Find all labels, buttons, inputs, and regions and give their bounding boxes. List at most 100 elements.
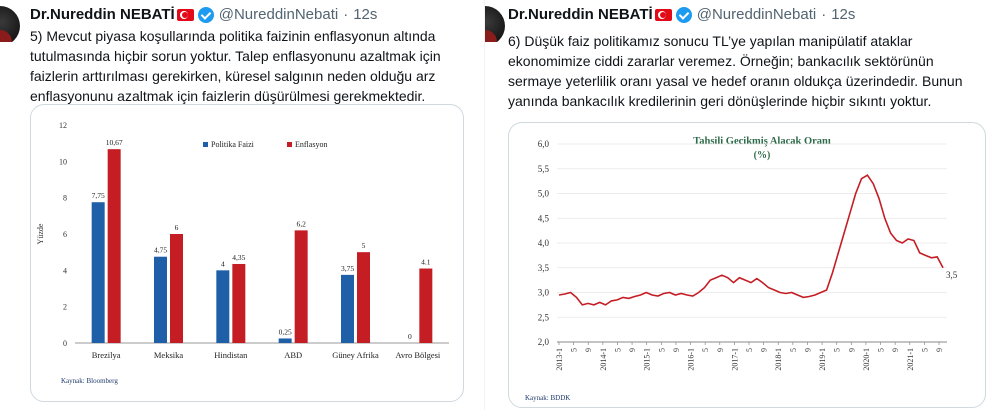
x-tick-label: 9 — [760, 348, 769, 352]
y-axis-label: Yüzde — [36, 223, 45, 244]
chart-card-left[interactable]: 0 2 4 6 8 10 12 Yüzde 7,75 10,67 Brezilya 4,75 6 Meks… — [30, 104, 464, 402]
data-label: 0,25 — [279, 327, 292, 336]
x-tick-label: 9 — [891, 348, 900, 352]
x-tick-label: 5 — [789, 348, 798, 352]
tweet-1[interactable]: Dr.Nureddin NEBATİ @NureddinNebati · 12s… — [0, 0, 484, 410]
tweet-text: 5) Mevcut piyasa koşullarında politika f… — [30, 28, 441, 104]
avatar[interactable] — [0, 6, 20, 42]
x-tick-label: 2016-1 — [687, 348, 696, 371]
y-tick-label: 6 — [63, 230, 67, 239]
x-tick-label: 5 — [920, 348, 929, 352]
chart-title: Tahsili Gecikmiş Alacak Oranı — [693, 136, 831, 147]
x-tick-label: 9 — [672, 348, 681, 352]
y-tick-label: 0 — [63, 339, 67, 348]
y-tick-label: 12 — [59, 121, 67, 130]
source-note: Kaynak: Bloomberg — [61, 377, 118, 385]
data-label: 3,75 — [341, 264, 354, 273]
x-tick-label: 9 — [584, 348, 593, 352]
bar-enflasyon — [294, 230, 308, 343]
x-tick-label: 9 — [716, 348, 725, 352]
x-tick-label: 2015-1 — [643, 348, 652, 371]
y-tick-label: 10 — [59, 157, 67, 166]
x-tick-label: 5 — [745, 348, 754, 352]
data-label: 6,2 — [296, 219, 306, 228]
y-tick-label: 6,0 — [538, 139, 550, 149]
timestamp[interactable]: 12s — [831, 6, 856, 23]
x-tick-label: Güney Afrika — [332, 350, 379, 360]
bar-enflasyon — [419, 268, 433, 343]
y-tick-label: 3,0 — [538, 288, 550, 298]
bar-enflasyon — [170, 234, 183, 343]
separator-dot: · — [343, 6, 349, 23]
legend-swatch — [287, 142, 292, 147]
data-label: 0 — [408, 332, 412, 341]
bar-politika-faizi — [154, 256, 167, 343]
y-tick-label: 2,0 — [538, 337, 550, 347]
x-tick-label: 9 — [803, 348, 812, 352]
y-tick-label: 5,5 — [538, 164, 550, 174]
data-label: 4,75 — [154, 246, 167, 255]
x-tick-label: 5 — [570, 348, 579, 352]
line-chart: Tahsili Gecikmiş Alacak Oranı (%) 2,0 2,5 3,… — [525, 136, 958, 402]
tweet-header: Dr.Nureddin NEBATİ @NureddinNebati · 12s — [30, 6, 377, 23]
author-name[interactable]: Dr.Nureddin NEBATİ — [30, 6, 175, 23]
tweet-header: Dr.Nureddin NEBATİ @NureddinNebati · 12s — [508, 6, 855, 23]
x-tick-label: Hindistan — [214, 350, 248, 360]
x-tick-label: 5 — [613, 348, 622, 352]
x-tick-label: Meksika — [154, 350, 184, 360]
bar-politika-faizi — [341, 274, 354, 343]
x-tick-label: 2020-1 — [862, 348, 871, 371]
author-name[interactable]: Dr.Nureddin NEBATİ — [508, 6, 653, 23]
x-tick-label: 2017-1 — [730, 348, 739, 371]
data-label: 4.1 — [421, 258, 431, 267]
y-tick-label: 2 — [63, 303, 67, 312]
x-tick-label: ABD — [284, 350, 302, 360]
bar-enflasyon — [107, 149, 121, 343]
author-handle[interactable]: @NureddinNebati — [696, 6, 817, 23]
bar-enflasyon — [232, 263, 246, 343]
data-label: 4 — [221, 259, 225, 268]
end-value-label: 3,5 — [946, 270, 958, 280]
x-tick-label: 2013-1 — [555, 348, 564, 371]
verified-badge-icon — [197, 6, 214, 23]
legend-label: Politika Faizi — [211, 140, 255, 149]
y-tick-label: 5,0 — [538, 189, 550, 199]
data-label: 4,35 — [232, 253, 245, 262]
y-tick-label: 8 — [63, 194, 67, 203]
x-tick-label: 9 — [935, 348, 944, 352]
data-label: 10,67 — [106, 138, 123, 147]
x-tick-label: 5 — [701, 348, 710, 352]
source-note: Kaynak: BDDK — [525, 394, 570, 402]
legend-swatch — [203, 142, 208, 147]
x-tick-label: 5 — [877, 348, 886, 352]
y-tick-label: 4 — [63, 266, 67, 275]
data-label: 7,75 — [92, 191, 105, 200]
x-tick-label: 5 — [833, 348, 842, 352]
bar-politika-faizi — [91, 202, 105, 343]
x-tick-label: 2014-1 — [599, 348, 608, 371]
verified-badge-icon — [675, 6, 692, 23]
chart-card-right[interactable]: Tahsili Gecikmiş Alacak Oranı (%) 2,0 2,5 3,… — [508, 122, 986, 408]
y-tick-label: 4,5 — [538, 213, 550, 223]
data-label: 5 — [362, 241, 366, 250]
y-tick-label: 2,5 — [538, 312, 550, 322]
data-label: 6 — [175, 223, 179, 232]
author-handle[interactable]: @NureddinNebati — [218, 6, 339, 23]
chart-subtitle: (%) — [754, 150, 771, 161]
separator-dot: · — [821, 6, 827, 23]
series-line — [558, 174, 944, 306]
legend-label: Enflasyon — [295, 140, 327, 149]
tweet-2[interactable]: Dr.Nureddin NEBATİ @NureddinNebati · 12s… — [485, 0, 1000, 410]
y-tick-label: 4,0 — [538, 238, 550, 248]
x-tick-label: 9 — [628, 348, 637, 352]
bar-politika-faizi — [278, 338, 292, 343]
x-tick-label: 5 — [657, 348, 666, 352]
avatar[interactable] — [485, 6, 505, 42]
timestamp[interactable]: 12s — [353, 6, 378, 23]
x-tick-label: 2018-1 — [774, 348, 783, 371]
x-tick-label: 2019-1 — [818, 348, 827, 371]
tweet-text: 6) Düşük faiz politikamız sonucu TL’ye y… — [508, 33, 963, 109]
x-tick-label: Avro Bölgesi — [395, 350, 441, 360]
bar-chart: 0 2 4 6 8 10 12 Yüzde 7,75 10,67 Brezilya 4,75 6 Meks… — [36, 121, 449, 385]
turkey-flag-icon — [176, 8, 194, 21]
